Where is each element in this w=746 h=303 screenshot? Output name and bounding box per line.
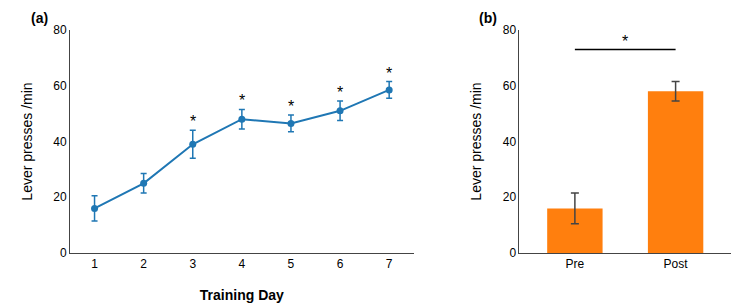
svg-text:3: 3 — [189, 257, 196, 271]
svg-text:0: 0 — [60, 246, 67, 260]
svg-text:*: * — [239, 92, 245, 109]
svg-text:Pre: Pre — [566, 257, 585, 271]
svg-text:40: 40 — [503, 135, 517, 149]
svg-text:(a): (a) — [31, 10, 48, 26]
svg-text:20: 20 — [53, 190, 67, 204]
svg-text:6: 6 — [337, 257, 344, 271]
svg-text:60: 60 — [53, 79, 67, 93]
svg-text:Lever presses /min: Lever presses /min — [468, 82, 484, 200]
svg-text:80: 80 — [53, 23, 67, 37]
svg-text:Post: Post — [664, 257, 689, 271]
svg-text:2: 2 — [140, 257, 147, 271]
svg-text:40: 40 — [53, 135, 67, 149]
svg-text:*: * — [386, 65, 392, 82]
svg-text:20: 20 — [503, 190, 517, 204]
svg-text:(b): (b) — [479, 10, 497, 26]
svg-text:*: * — [190, 113, 196, 130]
svg-text:Lever presses /min: Lever presses /min — [19, 82, 35, 200]
svg-text:5: 5 — [288, 257, 295, 271]
svg-text:Training Day: Training Day — [200, 287, 284, 303]
svg-text:60: 60 — [503, 79, 517, 93]
svg-text:0: 0 — [509, 246, 516, 260]
svg-text:1: 1 — [91, 257, 98, 271]
svg-text:*: * — [337, 84, 343, 101]
svg-text:7: 7 — [386, 257, 393, 271]
svg-text:*: * — [288, 98, 294, 115]
svg-text:80: 80 — [503, 23, 517, 37]
svg-text:*: * — [622, 33, 628, 50]
svg-text:4: 4 — [239, 257, 246, 271]
